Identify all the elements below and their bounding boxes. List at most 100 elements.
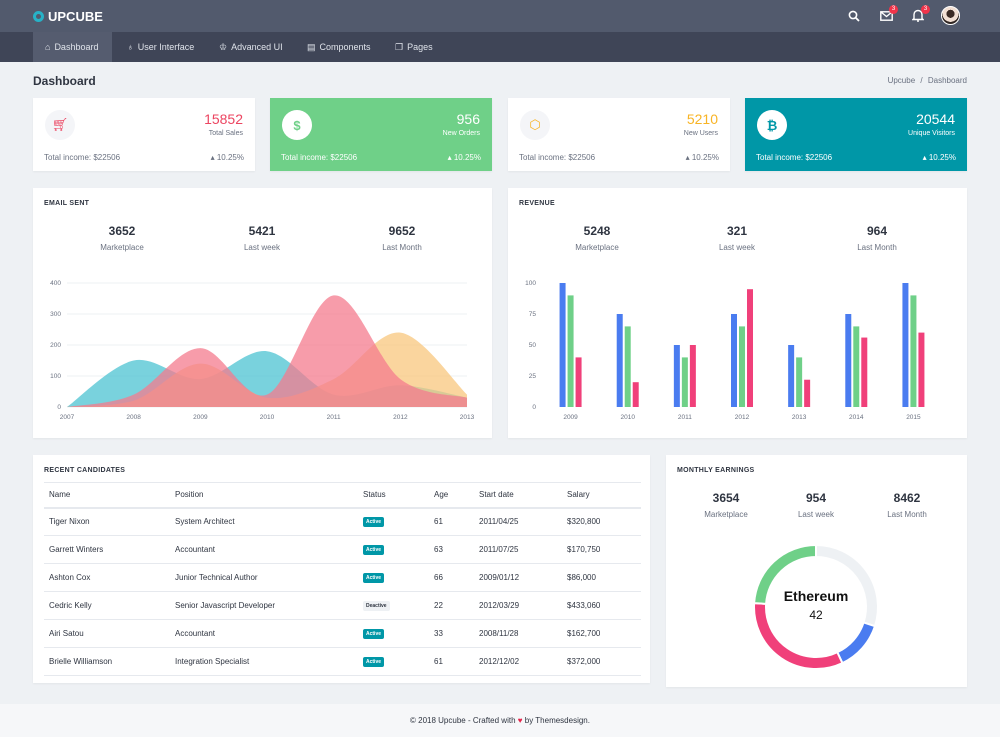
nav-components[interactable]: ▤ Components <box>307 32 371 62</box>
search-icon <box>848 10 860 22</box>
email-sent-card: EMAIL SENT 3652 Marketplace 5421 Last we… <box>33 188 492 438</box>
kpi-value: 954 <box>805 491 827 505</box>
column-header[interactable]: Position <box>170 482 358 509</box>
stat-change-value: 10.25% <box>691 153 719 162</box>
candidate-start-date: 2011/04/25 <box>474 507 562 536</box>
nav-pages[interactable]: ❐ Pages <box>395 32 433 62</box>
table-row[interactable]: Ashton Cox Junior Technical Author Activ… <box>44 563 641 592</box>
mail-count-badge: 3 <box>889 4 898 14</box>
stat-value: 15852 <box>204 111 243 127</box>
column-header[interactable]: Age <box>429 482 474 509</box>
candidate-position: Junior Technical Author <box>170 563 358 592</box>
candidate-position: Accountant <box>170 619 358 648</box>
y-tick-label: 200 <box>50 342 61 349</box>
bar <box>567 295 574 407</box>
bar <box>861 337 868 407</box>
monthly-earnings-card: MONTHLY EARNINGS 3654 Marketplace 954 La… <box>666 455 967 687</box>
stat-change: ▴ 10.25% <box>211 153 244 162</box>
stat-change-value: 10.25% <box>453 153 481 162</box>
candidate-name: Tiger Nixon <box>44 507 170 536</box>
brand-logo[interactable]: UPCUBE <box>33 9 103 24</box>
table-row[interactable]: Airi Satou Accountant Active 33 2008/11/… <box>44 619 641 648</box>
table-row[interactable]: Garrett Winters Accountant Active 63 201… <box>44 535 641 564</box>
x-tick-label: 2012 <box>393 414 408 421</box>
table-header-row: Name Position Status Age Start date Sala… <box>44 482 641 509</box>
stat-change: ▴ 10.25% <box>686 153 719 162</box>
column-header[interactable]: Name <box>44 482 170 509</box>
footer: © 2018 Upcube - Crafted with ♥ by Themes… <box>0 704 1000 737</box>
candidate-name: Garrett Winters <box>44 535 170 564</box>
main-nav: ⌂ Dashboard ♁ User Interface ♔ Advanced … <box>0 32 1000 62</box>
nav-components-label: Components <box>319 42 371 52</box>
candidate-name: Ashton Cox <box>44 563 170 592</box>
candidate-salary: $372,000 <box>562 647 641 676</box>
card-title: MONTHLY EARNINGS <box>677 467 755 474</box>
breadcrumb: Upcube / Dashboard <box>888 76 967 85</box>
layout-icon: ▤ <box>307 42 316 52</box>
status-cell: Active <box>358 535 429 564</box>
bar <box>788 345 795 407</box>
email-sent-area-chart: 0 100 200 300 400 2007 2008 2009 2010 2011 2012 201… <box>50 280 474 421</box>
nav-pages-label: Pages <box>407 42 433 52</box>
donut-slice <box>835 621 877 665</box>
table-row[interactable]: Brielle Williamson Integration Specialis… <box>44 647 641 676</box>
kpi-label: Marketplace <box>704 510 748 519</box>
nav-user-interface[interactable]: ♁ User Interface <box>127 32 194 62</box>
x-tick-label: 2011 <box>327 414 341 421</box>
notification-count-badge: 3 <box>921 4 930 14</box>
topbar-actions: 3 3 <box>845 4 960 25</box>
bar <box>853 326 860 407</box>
nav-dashboard[interactable]: ⌂ Dashboard <box>33 32 112 62</box>
x-tick-label: 2010 <box>620 414 635 421</box>
table-row[interactable]: Cedric Kelly Senior Javascript Developer… <box>44 591 641 620</box>
stat-card-total-sales: 🛒︎ 15852 Total Sales Total income: $2250… <box>33 98 255 171</box>
y-tick-label: 25 <box>529 373 537 380</box>
bar <box>689 345 696 407</box>
stat-footer: Total income: $22506 <box>519 153 596 162</box>
recent-candidates-card: RECENT CANDIDATES Name Position Status A… <box>33 455 650 683</box>
candidate-position: System Architect <box>170 507 358 536</box>
stat-change-value: 10.25% <box>216 153 244 162</box>
bar <box>739 326 745 407</box>
mail-icon <box>879 10 893 21</box>
status-cell: Active <box>358 563 429 592</box>
footer-credit: by Themesdesign. <box>524 716 590 725</box>
stat-card-new-users: ⬡ 5210 New Users Total income: $22506 ▴ … <box>508 98 730 171</box>
breadcrumb-root[interactable]: Upcube <box>887 76 916 85</box>
candidate-age: 33 <box>429 619 474 648</box>
x-tick-label: 2012 <box>735 414 750 421</box>
kpi-value: 5421 <box>248 224 276 238</box>
mail-button[interactable]: 3 <box>877 4 898 25</box>
breadcrumb-current: Dashboard <box>927 76 967 85</box>
candidate-age: 63 <box>429 535 474 564</box>
donut-center-label: Ethereum <box>783 588 849 604</box>
stat-label: Unique Visitors <box>908 130 955 137</box>
kpi-label: Marketplace <box>100 243 144 252</box>
user-avatar[interactable] <box>941 6 960 25</box>
bar <box>747 289 753 407</box>
cart-icon: 🛒︎ <box>45 110 75 140</box>
revenue-card: REVENUE 5248 Marketplace 321 Last week 9… <box>508 188 967 438</box>
candidate-start-date: 2009/01/12 <box>474 563 562 592</box>
table-row[interactable]: Tiger Nixon System Architect Active 61 2… <box>44 507 641 536</box>
notifications-button[interactable]: 3 <box>909 4 930 25</box>
x-tick-label: 2010 <box>260 414 275 421</box>
x-tick-label: 2008 <box>126 414 141 421</box>
candidates-table: Name Position Status Age Start date Sala… <box>44 482 641 676</box>
candidate-salary: $162,700 <box>562 619 641 648</box>
x-tick-label: 2014 <box>849 414 864 421</box>
nav-advanced-ui[interactable]: ♔ Advanced UI <box>219 32 283 62</box>
y-tick-label: 75 <box>529 311 537 318</box>
column-header[interactable]: Salary <box>562 482 641 509</box>
stat-label: New Users <box>683 130 718 137</box>
candidate-name: Brielle Williamson <box>44 647 170 676</box>
candidate-start-date: 2011/07/25 <box>474 535 562 564</box>
column-header[interactable]: Start date <box>474 482 562 509</box>
bar <box>845 314 852 407</box>
cube-icon: ⬡ <box>520 110 550 140</box>
candidate-salary: $86,000 <box>562 563 641 592</box>
search-button[interactable] <box>845 7 863 25</box>
stat-change: ▴ 10.25% <box>923 153 956 162</box>
column-header[interactable]: Status <box>358 482 429 509</box>
candidate-start-date: 2008/11/28 <box>474 619 562 648</box>
